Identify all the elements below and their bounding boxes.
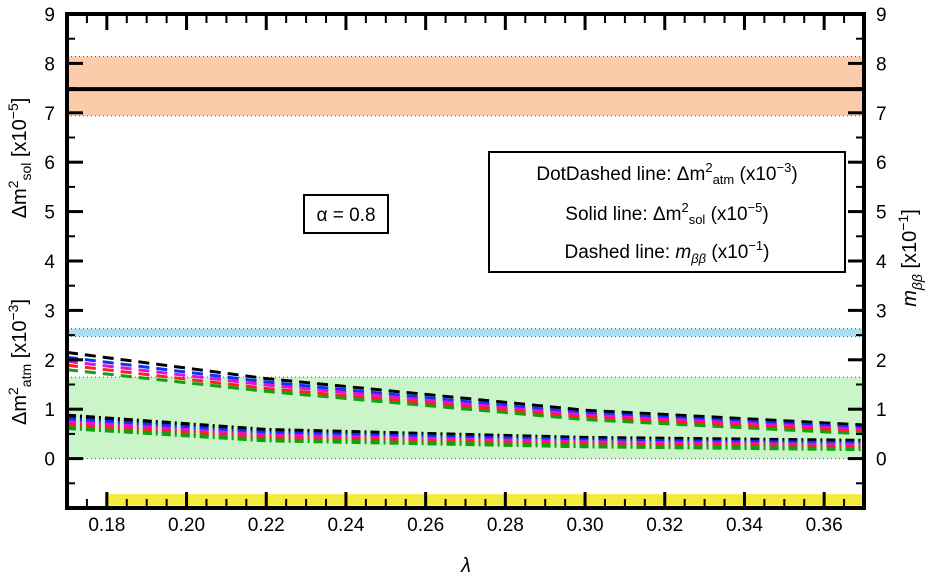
y-tick-label-right: 5: [876, 203, 887, 224]
y-tick-label-right: 2: [876, 351, 887, 372]
series-line-6: [66, 368, 865, 436]
series-line-2: [66, 350, 865, 427]
y-tick-label-right: 4: [876, 252, 887, 273]
y-axis-label-atm: Δm2atm [x10−3]: [5, 299, 34, 425]
y-tick-label-left: 8: [44, 54, 55, 75]
x-tick-label: 0.36: [806, 515, 843, 536]
series-line-4: [66, 359, 865, 431]
series-line-10: [66, 423, 865, 450]
y-tick-label-left: 1: [44, 400, 55, 421]
mbb-bound-band: [67, 377, 864, 459]
y-tick-label-left: 0: [44, 450, 55, 471]
x-axis-label: λ: [460, 555, 471, 577]
x-tick-label: 0.20: [168, 515, 205, 536]
y-tick-label-left: 2: [44, 351, 55, 372]
series-line-5: [66, 363, 865, 433]
y-tick-label-right: 0: [876, 450, 887, 471]
legend-entry-2: Solid line: Δm2sol (x10−5): [565, 200, 768, 227]
y-tick-label-right: 3: [876, 301, 887, 322]
atm-3sigma-band: [67, 328, 864, 337]
y-tick-label-left: 9: [44, 5, 55, 26]
legend: DotDashed line: Δm2atm (x10−3) Solid line…: [488, 151, 846, 273]
y-tick-label-left: 6: [44, 153, 55, 174]
y-tick-label-right: 1: [876, 400, 887, 421]
x-tick-label: 0.26: [407, 515, 444, 536]
y-tick-label-left: 7: [44, 104, 55, 125]
x-tick-label: 0.24: [327, 515, 364, 536]
legend-entry-1: DotDashed line: Δm2atm (x10−3): [536, 160, 797, 187]
legend-entry-3: Dashed line: mββ (x10−1): [565, 238, 770, 266]
series-layer: [66, 87, 865, 452]
x-tick-label: 0.18: [88, 515, 125, 536]
series-line-11: [66, 426, 865, 452]
x-tick-label: 0.22: [248, 515, 285, 536]
y-tick-label-right: 6: [876, 153, 887, 174]
x-tick-label: 0.28: [487, 515, 524, 536]
y-tick-label-left: 5: [44, 203, 55, 224]
annotation-box: α = 0.8: [303, 194, 389, 234]
solar-3sigma-band: [67, 56, 864, 116]
y-tick-label-left: 4: [44, 252, 55, 273]
y-tick-label-left: 3: [44, 301, 55, 322]
series-line-3: [66, 355, 865, 429]
x-tick-label: 0.34: [726, 515, 763, 536]
y-axis-label-right: mββ [x10−1]: [895, 209, 925, 307]
x-tick-label: 0.32: [646, 515, 683, 536]
series-line-9: [66, 420, 865, 448]
x-tick-label: 0.30: [567, 515, 604, 536]
labels-layer: 0.18 0.20 0.22 0.24 0.26 0.28 0.30 0.32 0.34 0.36…: [5, 5, 925, 577]
y-tick-label-right: 9: [876, 5, 887, 26]
y-axis-label-sol: Δm2sol [x10−5]: [5, 98, 34, 219]
y-tick-label-right: 7: [876, 104, 887, 125]
series-line-8: [66, 417, 865, 446]
y-tick-label-right: 8: [876, 54, 887, 75]
series-line-7: [66, 413, 865, 443]
alpha-annotation: α = 0.8: [316, 205, 375, 226]
plot-frame: [65, 12, 866, 510]
